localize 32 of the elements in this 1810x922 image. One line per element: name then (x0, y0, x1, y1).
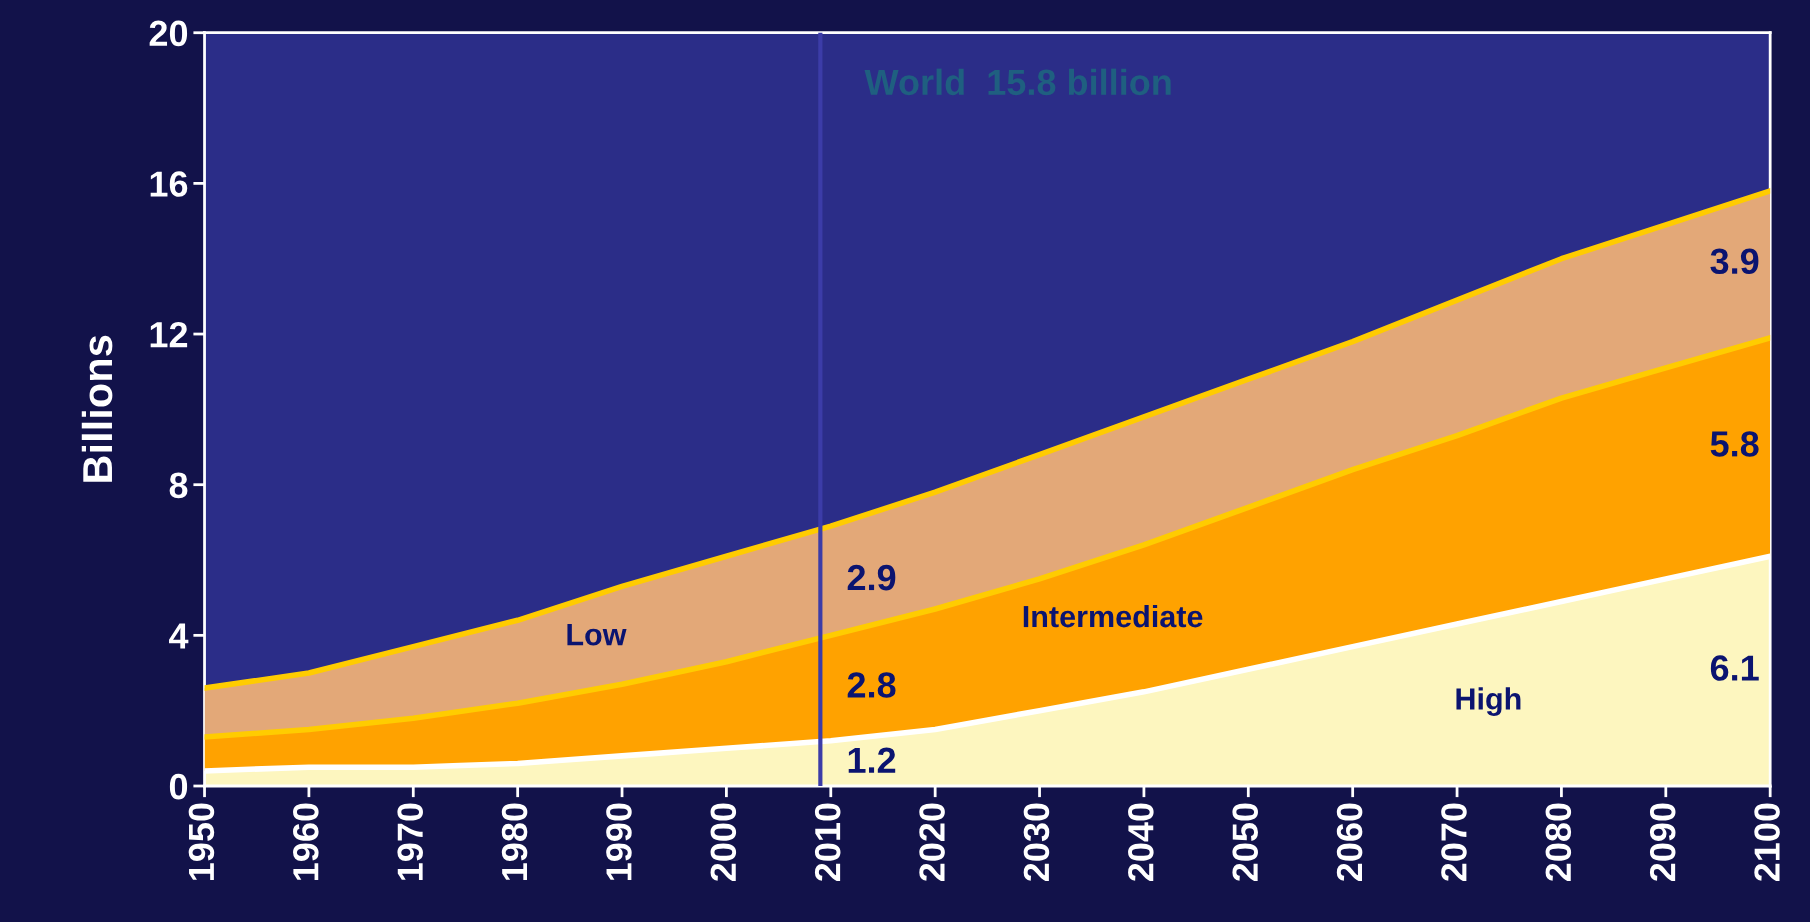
x-tick-label: 2070 (1441, 803, 1467, 882)
data-label: 2.9 (847, 564, 896, 591)
x-tick-label: 2100 (1754, 803, 1780, 882)
x-tick-label: 2090 (1649, 803, 1676, 882)
y-tick-label: 20 (149, 20, 188, 47)
series-label: High (1456, 687, 1521, 716)
data-label: 2.8 (847, 672, 896, 698)
x-tick-label: 2000 (710, 803, 737, 882)
series-label: Low (567, 624, 627, 646)
x-tick-label: 2040 (1128, 803, 1154, 882)
y-tick-label: 8 (169, 472, 188, 499)
y-tick-label: 16 (150, 171, 188, 197)
y-axis-title: Billions (81, 335, 113, 482)
x-tick-label: 2020 (919, 803, 945, 882)
data-label: 1.2 (848, 747, 896, 773)
y-tick-label: 4 (169, 623, 189, 649)
x-tick-label: 1960 (293, 803, 319, 881)
x-tick-label: 2050 (1232, 803, 1258, 882)
x-tick-label: 2060 (1336, 803, 1363, 882)
x-tick-label: 2030 (1023, 803, 1050, 882)
data-label: 3.9 (1710, 248, 1759, 275)
series-label: Intermediate (1023, 604, 1203, 628)
x-tick-label: 2010 (814, 803, 841, 882)
x-tick-label: 1990 (606, 803, 632, 881)
y-tick-label: 0 (169, 773, 188, 800)
y-tick-label: 12 (150, 321, 188, 348)
x-tick-label: 1970 (397, 803, 423, 881)
x-tick-label: 2080 (1545, 803, 1572, 882)
data-label: 6.1 (1710, 655, 1759, 681)
x-tick-label: 1980 (501, 803, 528, 881)
x-tick-label: 1950 (188, 803, 215, 881)
data-label: 5.8 (1710, 431, 1759, 457)
